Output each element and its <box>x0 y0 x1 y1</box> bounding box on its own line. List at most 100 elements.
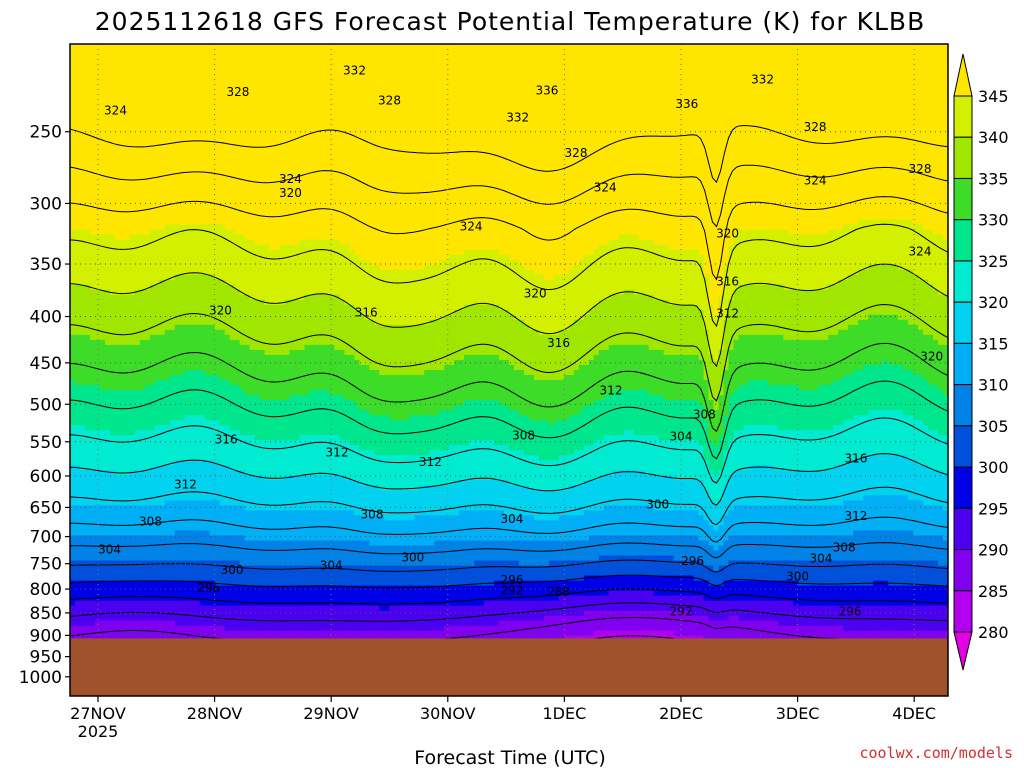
contour-label: 324 <box>909 245 932 259</box>
contour-label: 292 <box>670 605 693 619</box>
colorbar-tick-label: 285 <box>978 582 1009 601</box>
contour-label: 324 <box>594 180 617 194</box>
contour-label: 316 <box>215 433 238 447</box>
colorbar-tick-label: 310 <box>978 376 1009 395</box>
contour-label: 320 <box>920 350 943 364</box>
contour-label: 336 <box>535 83 558 97</box>
colorbar-top-arrow <box>954 54 972 96</box>
y-tick-label: 250 <box>30 123 62 143</box>
contour-label: 312 <box>326 445 349 459</box>
x-tick-label: 2DEC <box>659 704 703 723</box>
contour-label: 328 <box>565 146 588 160</box>
x-tick-label: 30NOV <box>420 704 476 723</box>
plot-area: 3243283323283363323283363323283283243203… <box>70 44 949 697</box>
contour-label: 308 <box>693 407 716 421</box>
contour-label: 288 <box>547 585 570 599</box>
y-tick-label: 550 <box>30 433 62 453</box>
contour-label: 328 <box>226 85 249 99</box>
y-tick-label: 600 <box>30 467 62 487</box>
x-tick-year: 2025 <box>78 722 119 741</box>
contour-label: 328 <box>804 120 827 134</box>
contour-label: 296 <box>681 554 704 568</box>
y-tick-label: 850 <box>30 604 62 624</box>
contour-label: 336 <box>675 97 698 111</box>
contour-label: 316 <box>844 452 867 466</box>
contour-label: 328 <box>909 162 932 176</box>
y-tick-label: 700 <box>30 528 62 548</box>
colorbar-tick-label: 305 <box>978 417 1009 436</box>
y-tick-label: 350 <box>30 255 62 275</box>
contour-label: 320 <box>209 304 232 318</box>
colorbar-bin <box>954 550 972 591</box>
contour-label: 320 <box>524 286 547 300</box>
contour-label: 300 <box>646 497 669 511</box>
colorbar-bin <box>954 96 972 137</box>
contour-label: 308 <box>361 508 384 522</box>
contour-label: 300 <box>221 563 244 577</box>
contour-label: 304 <box>320 558 343 572</box>
contour-label: 316 <box>355 306 378 320</box>
contour-label: 320 <box>279 186 302 200</box>
y-tick-label: 500 <box>30 395 62 415</box>
y-tick-label: 400 <box>30 308 62 328</box>
y-tick-label: 750 <box>30 555 62 575</box>
y-tick-label: 900 <box>30 626 62 646</box>
contour-label: 324 <box>279 172 302 186</box>
colorbar-bin <box>954 220 972 261</box>
colorbar-bin <box>954 302 972 343</box>
credit-text: coolwx.com/models <box>859 744 1013 762</box>
contour-label: 312 <box>174 477 197 491</box>
contour-label: 296 <box>197 581 220 595</box>
contour-label: 304 <box>670 430 693 444</box>
contour-label: 332 <box>343 64 366 78</box>
colorbar-bin <box>954 591 972 632</box>
contour-label: 308 <box>512 428 535 442</box>
colorbar-bottom-arrow <box>954 632 972 670</box>
y-tick-label: 1000 <box>19 668 62 688</box>
contour-label: 308 <box>139 515 162 529</box>
colorbar-tick-label: 330 <box>978 211 1009 230</box>
contour-label: 324 <box>460 219 483 233</box>
x-tick-label: 3DEC <box>776 704 820 723</box>
contour-label: 324 <box>104 104 127 118</box>
x-tick-label: 27NOV <box>70 704 126 723</box>
contour-label: 328 <box>378 94 401 108</box>
contour-label: 312 <box>844 509 867 523</box>
contour-label: 312 <box>600 384 623 398</box>
colorbar-tick-label: 325 <box>978 252 1009 271</box>
contour-label: 332 <box>751 73 774 87</box>
colorbar-tick-label: 280 <box>978 623 1009 642</box>
y-tick-label: 800 <box>30 580 62 600</box>
contour-label: 296 <box>839 605 862 619</box>
colorbar-tick-label: 340 <box>978 128 1009 147</box>
y-tick-label: 450 <box>30 354 62 374</box>
y-axis: 2503003504004505005506006507007508008509… <box>19 123 70 688</box>
colorbar-bin <box>954 137 972 178</box>
contour-label: 304 <box>809 551 832 565</box>
contour-label: 312 <box>716 307 739 321</box>
chart-title: 2025112618 GFS Forecast Potential Temper… <box>95 7 925 36</box>
colorbar-bin <box>954 508 972 549</box>
colorbar-tick-label: 335 <box>978 169 1009 188</box>
contour-label: 332 <box>506 110 529 124</box>
colorbar-bin <box>954 385 972 426</box>
x-axis-label: Forecast Time (UTC) <box>414 747 605 768</box>
contour-label: 312 <box>419 455 442 469</box>
contour-label: 316 <box>716 275 739 289</box>
contour-label: 324 <box>804 174 827 188</box>
contour-label: 304 <box>98 542 121 556</box>
contour-label: 304 <box>500 512 523 526</box>
colorbar-bin <box>954 467 972 508</box>
colorbar-tick-label: 345 <box>978 87 1009 106</box>
x-tick-label: 28NOV <box>187 704 243 723</box>
colorbar-bin <box>954 343 972 384</box>
contour-label: 320 <box>716 227 739 241</box>
colorbar-tick-label: 320 <box>978 293 1009 312</box>
colorbar-tick-label: 315 <box>978 334 1009 353</box>
terrain-surface <box>70 638 948 696</box>
x-tick-label: 29NOV <box>303 704 359 723</box>
y-tick-label: 950 <box>30 648 62 668</box>
colorbar-tick-label: 295 <box>978 499 1009 518</box>
x-tick-label: 1DEC <box>542 704 586 723</box>
